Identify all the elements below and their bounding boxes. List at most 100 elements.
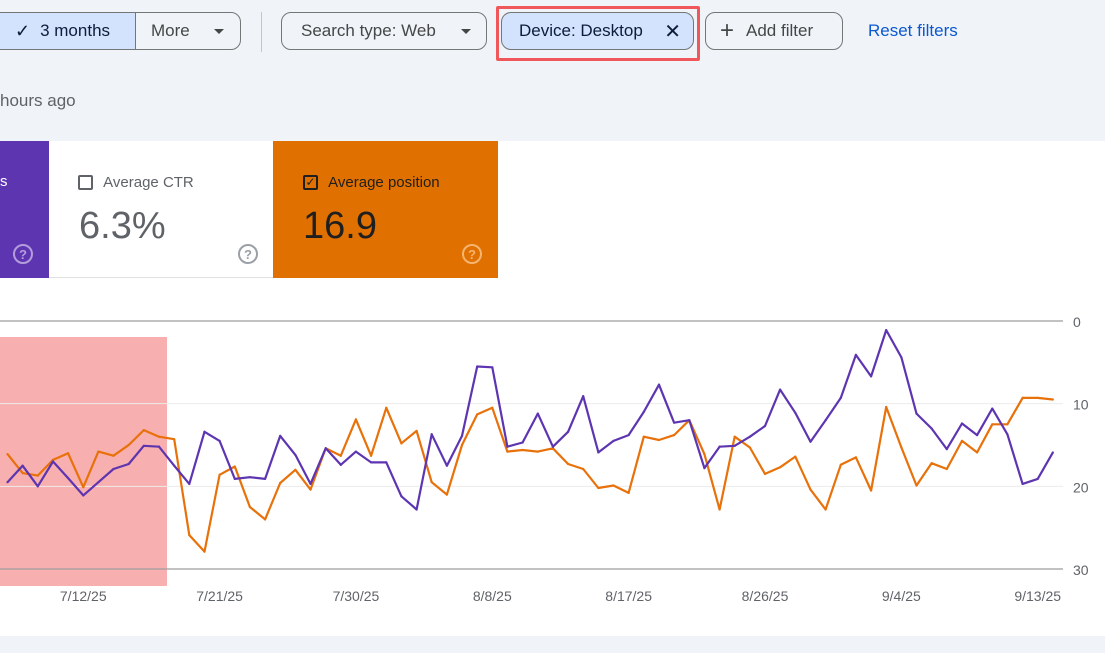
data-point — [657, 383, 661, 386]
data-point — [612, 484, 615, 487]
data-point — [279, 434, 282, 438]
x-tick-label: 8/17/25 — [605, 588, 652, 604]
data-point — [173, 464, 176, 467]
last-updated-text: hours ago — [0, 91, 76, 110]
data-point — [597, 486, 600, 490]
data-point — [157, 435, 161, 438]
data-point — [339, 454, 342, 457]
data-point — [506, 450, 509, 453]
metric-value: 6.3% — [79, 205, 166, 247]
data-point — [748, 446, 751, 449]
data-point — [854, 456, 858, 459]
data-point — [536, 412, 539, 415]
checkbox-checked-icon[interactable]: ✓ — [303, 174, 318, 190]
data-point — [869, 489, 873, 492]
data-point — [21, 464, 24, 467]
data-point — [339, 463, 342, 466]
data-point — [6, 481, 9, 484]
x-tick-label: 7/30/25 — [333, 588, 380, 604]
data-point — [445, 464, 448, 467]
data-point — [779, 466, 782, 469]
y-tick-label: 20 — [1073, 479, 1089, 495]
data-point — [415, 508, 418, 511]
data-point — [142, 429, 145, 432]
metric-label: Average CTR — [103, 173, 194, 191]
data-point — [354, 450, 358, 453]
data-point — [869, 375, 873, 378]
data-point — [642, 435, 645, 438]
data-point — [673, 421, 676, 424]
more-date-ranges-button[interactable]: More — [135, 12, 241, 50]
data-point — [930, 427, 933, 430]
data-point — [733, 444, 736, 447]
data-point — [627, 491, 630, 495]
data-point — [536, 450, 539, 453]
checkbox-unchecked-icon[interactable] — [78, 174, 93, 190]
x-tick-label: 7/21/25 — [196, 588, 243, 604]
data-point — [582, 395, 585, 398]
close-icon[interactable]: ✕ — [664, 20, 681, 43]
data-point — [460, 443, 464, 447]
x-tick-label: 7/12/25 — [60, 588, 107, 604]
data-point — [703, 452, 706, 456]
data-point — [51, 458, 55, 461]
data-point — [1036, 396, 1039, 399]
device-filter-chip[interactable]: Device: Desktop ✕ — [501, 12, 694, 50]
reset-filters-link[interactable]: Reset filters — [868, 21, 958, 40]
data-point — [915, 484, 918, 487]
data-point — [1021, 482, 1024, 485]
data-point — [627, 433, 630, 437]
x-tick-label: 9/13/25 — [1014, 588, 1061, 604]
data-point — [612, 439, 615, 442]
check-icon: ✓ — [15, 20, 31, 41]
data-point — [188, 534, 191, 537]
plus-icon: + — [720, 17, 735, 44]
help-icon[interactable]: ? — [462, 244, 482, 264]
data-point — [385, 461, 388, 464]
data-point — [157, 445, 161, 448]
data-point — [385, 406, 388, 409]
more-label: More — [151, 21, 190, 40]
date-range-3-months[interactable]: ✓ 3 months — [0, 12, 136, 50]
data-point — [1051, 398, 1054, 401]
data-point — [885, 405, 888, 409]
highlight-box — [496, 6, 700, 61]
data-point — [203, 430, 206, 433]
data-point — [294, 468, 297, 471]
metric-card-ctr[interactable]: Average CTR 6.3% ? — [49, 141, 273, 278]
search-type-filter[interactable]: Search type: Web — [281, 12, 487, 50]
data-point — [112, 467, 115, 471]
data-point — [370, 461, 373, 464]
data-point — [173, 438, 176, 441]
data-point — [854, 353, 858, 356]
data-point — [900, 446, 903, 449]
data-point — [445, 493, 448, 496]
data-point — [354, 418, 358, 421]
data-point — [763, 472, 767, 476]
metric-label: Average position — [328, 173, 440, 191]
data-point — [218, 439, 221, 442]
metric-card-position[interactable]: ✓ Average position 16.9 ? — [273, 141, 498, 278]
data-point — [566, 430, 570, 433]
data-point — [976, 451, 979, 454]
data-point — [233, 477, 236, 480]
add-filter-button[interactable]: + Add filter — [705, 12, 843, 50]
data-point — [309, 482, 312, 485]
help-icon[interactable]: ? — [238, 244, 258, 264]
data-point — [597, 451, 600, 454]
metric-card-clicks[interactable]: s ? — [0, 141, 49, 278]
help-icon[interactable]: ? — [13, 244, 33, 264]
data-point — [324, 447, 327, 450]
data-point — [400, 495, 403, 498]
data-point — [36, 485, 39, 488]
data-point — [460, 434, 464, 438]
y-tick-label: 10 — [1073, 397, 1089, 413]
y-tick-label: 0 — [1073, 314, 1081, 330]
data-point — [960, 439, 964, 442]
data-point — [415, 429, 418, 433]
data-point — [794, 411, 797, 414]
data-point — [960, 422, 964, 425]
data-point — [1036, 477, 1039, 480]
add-filter-label: Add filter — [746, 21, 814, 40]
